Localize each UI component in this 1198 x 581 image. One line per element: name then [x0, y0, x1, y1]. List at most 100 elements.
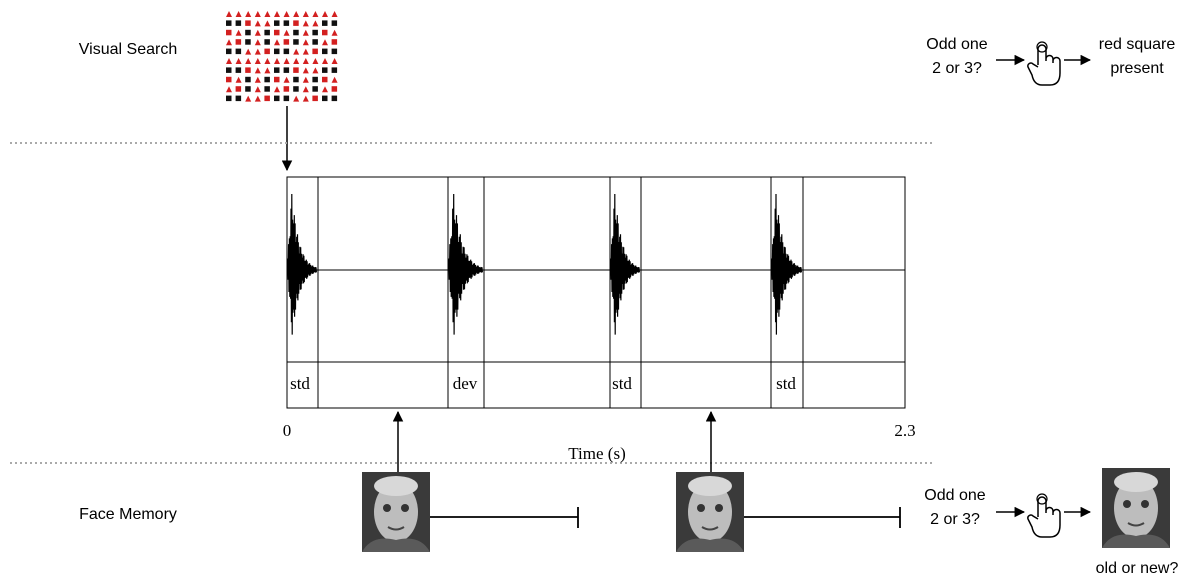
search-item — [274, 39, 280, 46]
timeline: std dev std std — [286, 176, 906, 409]
stimulus-label: std — [290, 374, 310, 393]
search-item — [264, 86, 270, 92]
search-item — [331, 11, 338, 17]
search-item — [312, 29, 318, 36]
search-item — [331, 95, 338, 102]
search-item — [235, 67, 242, 73]
search-item — [264, 67, 271, 74]
face-image — [675, 471, 745, 553]
search-item — [283, 39, 290, 45]
search-display — [226, 11, 338, 102]
search-item — [331, 20, 338, 26]
search-item — [322, 48, 328, 55]
timeline-box — [286, 176, 906, 409]
search-item — [226, 20, 232, 26]
search-item — [322, 86, 328, 93]
search-item — [293, 48, 300, 55]
search-item — [245, 86, 251, 92]
search-item — [245, 58, 252, 64]
search-item — [254, 29, 261, 36]
search-item — [322, 39, 328, 46]
search-item — [274, 58, 280, 64]
search-item — [235, 48, 242, 55]
search-item — [254, 11, 261, 17]
search-item — [283, 48, 290, 55]
search-item — [283, 29, 290, 36]
search-item — [264, 48, 270, 55]
face-image — [1101, 467, 1171, 549]
search-item — [283, 20, 290, 26]
search-item — [283, 58, 290, 64]
search-item — [293, 67, 299, 73]
search-item — [226, 11, 232, 17]
search-item — [274, 95, 280, 102]
search-item — [293, 29, 299, 36]
search-item — [312, 58, 319, 64]
search-item — [293, 20, 299, 26]
search-item — [312, 86, 318, 92]
waveform — [609, 193, 640, 335]
search-item — [254, 95, 261, 102]
search-item — [245, 48, 252, 55]
search-item — [302, 76, 309, 83]
search-item — [283, 95, 290, 102]
search-item — [283, 67, 290, 73]
search-item — [322, 29, 328, 36]
search-item — [226, 67, 232, 73]
search-item — [322, 76, 328, 83]
face-image — [361, 471, 431, 553]
search-item — [264, 20, 271, 27]
search-item — [302, 86, 309, 93]
search-item — [331, 76, 338, 83]
search-item — [322, 67, 328, 73]
search-item — [254, 76, 261, 83]
search-item — [245, 76, 251, 83]
search-item — [331, 67, 338, 73]
search-item — [331, 86, 338, 92]
stimulus-label: std — [776, 374, 796, 393]
search-item — [254, 39, 261, 46]
press-icon — [1027, 493, 1061, 538]
question: Odd one — [926, 36, 987, 53]
search-item — [254, 48, 261, 55]
search-item — [274, 76, 280, 83]
search-item — [322, 95, 328, 102]
search-item — [226, 29, 232, 36]
search-item — [235, 58, 242, 64]
search-item — [254, 67, 261, 74]
search-item — [274, 11, 280, 17]
row-label: Visual Search — [79, 41, 177, 58]
search-item — [293, 86, 299, 92]
search-item — [312, 20, 319, 27]
search-item — [226, 95, 232, 102]
search-item — [312, 48, 318, 55]
search-item — [302, 11, 309, 17]
search-item — [264, 58, 271, 64]
search-item — [226, 39, 232, 46]
search-item — [264, 95, 270, 102]
waveform — [286, 193, 317, 335]
axis-start: 0 — [283, 421, 292, 440]
search-item — [322, 20, 328, 26]
search-item — [226, 48, 232, 55]
search-item — [331, 39, 338, 45]
search-item — [331, 29, 338, 36]
search-item — [254, 58, 261, 64]
search-item — [274, 48, 280, 55]
search-item — [274, 86, 280, 93]
search-item — [331, 48, 338, 55]
search-item — [264, 39, 270, 45]
search-item — [245, 11, 252, 17]
search-item — [235, 29, 242, 36]
search-item — [245, 67, 251, 73]
search-item — [283, 86, 290, 92]
search-item — [293, 58, 300, 64]
search-item — [312, 11, 319, 17]
stimulus-label: std — [612, 374, 632, 393]
search-item — [245, 29, 251, 36]
search-item — [302, 58, 309, 64]
search-item — [312, 67, 319, 74]
response: present — [1110, 60, 1164, 77]
waveform — [770, 193, 802, 335]
